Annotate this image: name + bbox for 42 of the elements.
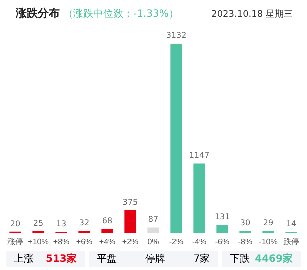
x-tick-label: -6% [215,237,230,246]
data-label: 1147 [189,151,210,160]
text: 平盘 [96,253,117,266]
text: 2023.10.18 星期三 [212,8,293,21]
x-tick-label: -2% [169,237,184,246]
text: 4469家 [255,252,293,266]
data-label: 13 [56,220,67,229]
data-label: 3132 [166,31,187,40]
x-tick-label: +6% [76,237,93,246]
data-label: 29 [263,218,274,228]
chart-title: 涨跌分布 [16,7,60,20]
data-label: 20 [10,219,21,228]
data-label: 14 [286,220,297,229]
data-label: 30 [240,218,251,228]
bar [102,228,114,234]
bar [148,228,160,234]
x-tick-label: 0% [148,237,160,246]
bar [194,164,206,234]
x-tick-label: -10% [259,237,278,246]
x-tick-label: +10% [28,237,49,246]
text: 513家 [46,252,77,266]
bar [170,44,182,234]
data-label: 25 [33,218,44,228]
x-tick-label: +2% [122,237,139,246]
text: 上涨 [14,252,34,266]
bar [216,225,228,234]
x-tick-label: +4% [99,237,116,246]
chart-subtitle: （涨跌中位数：-1.33%） [64,9,179,20]
data-label: 68 [102,216,113,226]
text: 7家 [194,252,210,266]
data-label: 375 [122,198,138,207]
x-tick-label: 跌停 [284,237,300,246]
x-tick-label: 涨停 [8,237,24,246]
x-tick-label: -4% [192,237,207,246]
x-tick-label: +8% [53,237,70,246]
bar [124,210,136,234]
text: 下跌 [230,252,250,266]
data-label: 87 [148,215,159,224]
data-label: 32 [79,218,90,228]
x-tick-label: -8% [238,237,253,246]
data-label: 131 [214,212,230,222]
text: 停牌 [145,253,166,266]
